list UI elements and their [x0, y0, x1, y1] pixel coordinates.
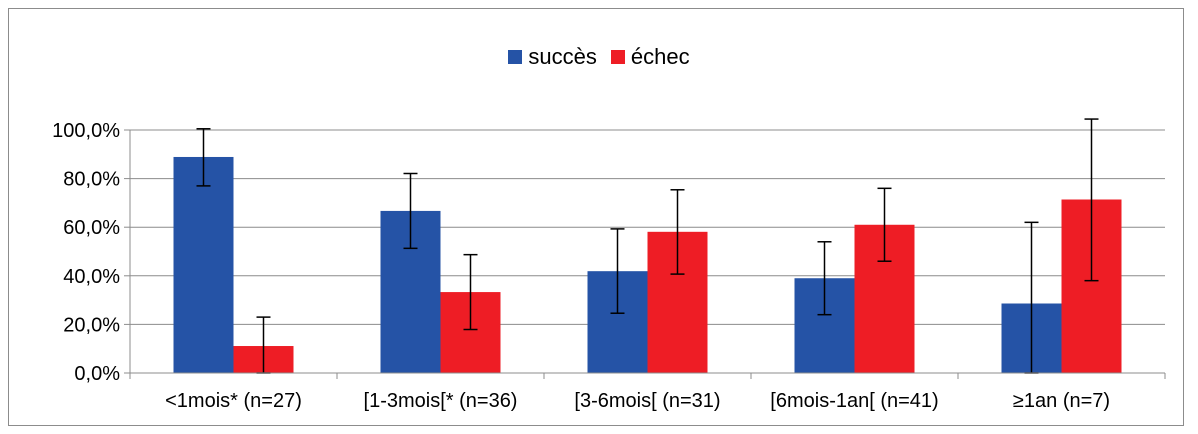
x-tick-label: [1-3mois[* (n=36)	[364, 390, 518, 412]
legend-item-success: succès	[508, 44, 597, 70]
y-tick-label: 20,0%	[63, 314, 120, 336]
y-tick-label: 0,0%	[74, 363, 120, 385]
legend-label-success: succès	[528, 44, 597, 69]
legend: succès échec	[0, 44, 1198, 70]
legend-swatch-success	[508, 50, 523, 64]
x-tick-label: [3-6mois[ (n=31)	[574, 390, 720, 412]
legend-label-failure: échec	[630, 44, 690, 69]
x-tick-label: [6mois-1an[ (n=41)	[770, 390, 938, 412]
y-tick-label: 80,0%	[63, 169, 120, 191]
x-tick-label: ≥1an (n=7)	[1013, 390, 1110, 412]
legend-swatch-failure	[610, 50, 625, 64]
x-tick-label: <1mois* (n=27)	[165, 390, 302, 412]
legend-item-failure: échec	[610, 44, 690, 70]
y-tick-label: 40,0%	[63, 266, 120, 288]
y-tick-label: 60,0%	[63, 217, 120, 239]
y-tick-label: 100,0%	[52, 120, 120, 142]
bar-success	[173, 156, 234, 373]
